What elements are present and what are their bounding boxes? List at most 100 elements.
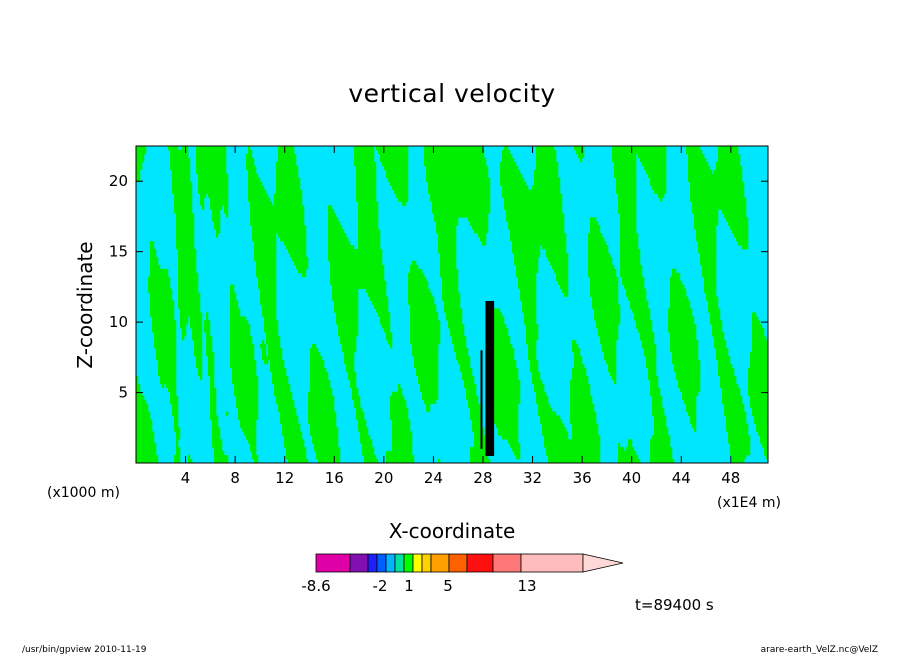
positive-region <box>466 395 479 400</box>
positive-region <box>716 352 729 357</box>
positive-region <box>310 431 339 436</box>
positive-region <box>270 367 287 373</box>
positive-region <box>230 332 251 337</box>
positive-region <box>172 169 191 175</box>
positive-region <box>392 423 411 428</box>
positive-region <box>352 387 359 392</box>
positive-region <box>370 296 389 301</box>
x-tick-label: 44 <box>672 469 691 487</box>
positive-region <box>308 403 335 408</box>
positive-region <box>174 427 181 432</box>
positive-region <box>266 340 281 345</box>
positive-region <box>708 304 719 309</box>
positive-region <box>442 296 461 301</box>
positive-region <box>490 324 507 329</box>
positive-region <box>424 157 487 163</box>
positive-region <box>440 272 459 278</box>
positive-region <box>376 308 389 313</box>
positive-region <box>308 411 337 416</box>
positive-region <box>286 245 307 250</box>
positive-region <box>280 237 307 242</box>
positive-region <box>542 423 565 428</box>
positive-region <box>196 157 227 163</box>
positive-region <box>668 316 695 321</box>
positive-region <box>408 276 427 282</box>
positive-region <box>594 308 621 313</box>
positive-region <box>442 288 459 293</box>
positive-region <box>652 407 665 412</box>
positive-region <box>748 367 768 373</box>
positive-region <box>136 431 155 436</box>
positive-region <box>180 320 189 325</box>
positive-region <box>674 367 701 373</box>
positive-region <box>396 193 409 198</box>
positive-region <box>398 387 403 392</box>
positive-region <box>390 415 409 420</box>
positive-region <box>440 260 457 266</box>
positive-region <box>246 153 253 159</box>
positive-region <box>712 324 723 329</box>
positive-region <box>230 316 247 321</box>
x-tick-label: 48 <box>721 469 740 487</box>
positive-region <box>282 423 301 428</box>
positive-region <box>214 455 229 460</box>
positive-region <box>434 213 489 218</box>
positive-region <box>648 375 659 381</box>
positive-region <box>612 157 637 163</box>
positive-region <box>686 146 701 151</box>
positive-region <box>136 443 157 448</box>
positive-region <box>758 431 768 436</box>
positive-region <box>752 344 768 349</box>
positive-region <box>438 459 441 463</box>
positive-region <box>642 344 657 349</box>
positive-region <box>646 359 657 365</box>
positive-region <box>240 423 257 428</box>
positive-region <box>354 161 377 167</box>
positive-region <box>750 356 768 361</box>
positive-region <box>194 348 203 353</box>
positive-region <box>248 181 263 186</box>
positive-region <box>328 209 335 214</box>
positive-region <box>490 356 515 361</box>
positive-region <box>712 328 723 333</box>
positive-region <box>174 205 193 210</box>
positive-region <box>592 304 621 309</box>
positive-region <box>328 252 383 258</box>
positive-region <box>198 185 229 190</box>
positive-region <box>756 423 768 428</box>
y-tick-label: 20 <box>109 172 128 190</box>
positive-region <box>598 328 619 333</box>
positive-region <box>742 245 749 250</box>
positive-region <box>258 280 277 285</box>
positive-region <box>188 455 191 460</box>
positive-region <box>356 407 363 412</box>
positive-region <box>478 233 487 238</box>
positive-region <box>536 157 557 163</box>
positive-region <box>588 252 611 258</box>
positive-region <box>686 407 697 412</box>
positive-region <box>618 193 637 198</box>
positive-region <box>764 451 768 456</box>
positive-region <box>504 205 563 210</box>
positive-region <box>700 260 717 266</box>
positive-region <box>694 221 719 226</box>
positive-region <box>390 399 407 404</box>
positive-region <box>170 395 179 400</box>
positive-region <box>158 371 177 377</box>
positive-region <box>174 459 181 463</box>
positive-region <box>174 415 179 420</box>
positive-region <box>136 415 151 420</box>
positive-region <box>440 268 459 274</box>
positive-region <box>454 348 469 353</box>
positive-region <box>390 344 393 349</box>
positive-region <box>528 348 537 353</box>
positive-region <box>178 284 199 289</box>
positive-region <box>410 324 441 329</box>
positive-region <box>276 177 301 182</box>
positive-region <box>378 149 409 155</box>
positive-region <box>510 237 567 242</box>
positive-region <box>150 264 161 270</box>
positive-region <box>518 284 537 289</box>
positive-region <box>534 383 545 389</box>
positive-region <box>702 264 717 270</box>
